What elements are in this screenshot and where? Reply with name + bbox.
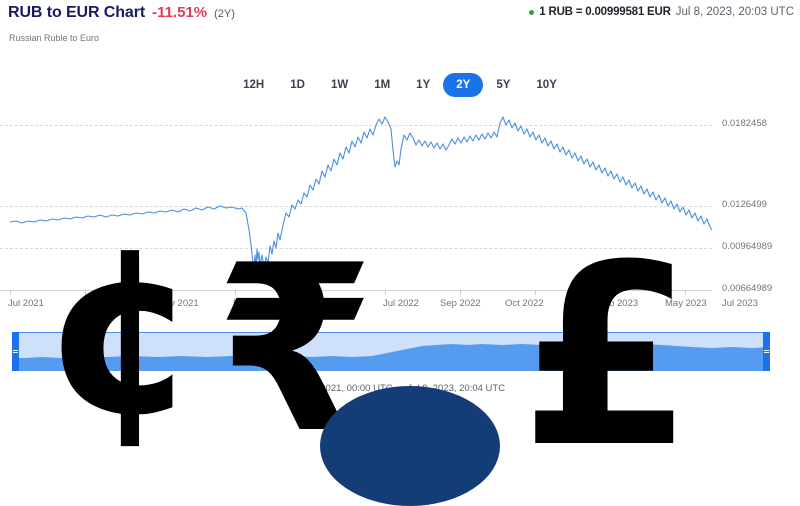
- range-button-1w[interactable]: 1W: [318, 73, 361, 97]
- gridline-0: [0, 125, 712, 126]
- range-navigator[interactable]: [12, 332, 770, 371]
- x-axis-line: [0, 290, 712, 291]
- range-button-1y[interactable]: 1Y: [403, 73, 443, 97]
- gridline-2: [0, 248, 712, 249]
- navigator-series: [12, 344, 770, 371]
- x-tick-5: [385, 290, 386, 295]
- x-tick-label-2: Nov 2021: [158, 298, 199, 309]
- change-period: (2Y): [214, 8, 235, 20]
- y-tick-label-2: 0.00964989: [722, 241, 773, 252]
- x-tick-label-0: Jul 2021: [8, 298, 44, 309]
- x-tick-3: [235, 290, 236, 295]
- y-tick-label-3: 0.00664989: [722, 283, 773, 294]
- change-percent: -11.51%: [152, 4, 208, 21]
- x-tick-4: [310, 290, 311, 295]
- x-tick-label-9: Oct 2022: [505, 298, 544, 309]
- x-tick-label-11: Feb 2023: [598, 298, 639, 309]
- green-status-dot-icon: [529, 9, 535, 15]
- range-handle-right[interactable]: [763, 332, 770, 371]
- x-tick-0: [10, 290, 11, 295]
- range-handle-left[interactable]: [12, 332, 19, 371]
- x-tick-label-8: Sep 2022: [440, 298, 481, 309]
- dark-blue-circle-overlay: [320, 386, 500, 506]
- x-tick-8: [610, 290, 611, 295]
- range-button-10y[interactable]: 10Y: [523, 73, 569, 97]
- range-button-2y[interactable]: 2Y: [443, 73, 484, 97]
- title-row: RUB to EUR Chart -11.51% (2Y): [8, 4, 235, 22]
- price-chart[interactable]: 0.0182458 0.0126499 0.00964989 0.0066498…: [0, 105, 800, 309]
- x-tick-label-13: Jul 2023: [722, 298, 758, 309]
- y-tick-label-0: 0.0182458: [722, 118, 767, 129]
- range-button-5y[interactable]: 5Y: [483, 73, 523, 97]
- navigator-top-border: [12, 332, 770, 333]
- x-tick-7: [535, 290, 536, 295]
- page-title: RUB to EUR Chart: [8, 4, 146, 21]
- range-button-12h[interactable]: 12H: [230, 73, 277, 97]
- handle-grip-icon: [764, 350, 769, 353]
- x-tick-1: [85, 290, 86, 295]
- page-subtitle: Russian Ruble to Euro: [9, 33, 100, 43]
- x-tick-9: [685, 290, 686, 295]
- x-tick-6: [460, 290, 461, 295]
- gridline-1: [0, 206, 712, 207]
- current-rate-row: 1 RUB = 0.00999581 EUR Jul 8, 2023, 20:0…: [529, 6, 794, 18]
- page-header: RUB to EUR Chart -11.51% (2Y) Russian Ru…: [0, 0, 800, 50]
- current-rate: 1 RUB = 0.00999581 EUR: [539, 6, 671, 18]
- handle-grip-icon: [13, 350, 18, 353]
- x-tick-label-7: Jul 2022: [383, 298, 419, 309]
- cent-symbol-overlay: ¢: [42, 199, 203, 466]
- range-button-1d[interactable]: 1D: [277, 73, 318, 97]
- x-tick-label-12: May 2023: [665, 298, 707, 309]
- x-tick-label-4: Feb 2022: [233, 298, 274, 309]
- pound-symbol-overlay: £: [520, 211, 694, 502]
- rate-timestamp: Jul 8, 2023, 20:03 UTC: [675, 6, 794, 18]
- y-tick-label-1: 0.0126499: [722, 199, 767, 210]
- x-tick-2: [160, 290, 161, 295]
- price-line-series: [9, 116, 713, 274]
- x-tick-label-5: Apr 2022: [300, 298, 339, 309]
- range-selector: 12H 1D 1W 1M 1Y 2Y 5Y 10Y: [0, 69, 800, 101]
- range-button-1m[interactable]: 1M: [361, 73, 403, 97]
- x-tick-label-1: Sep 2021: [83, 298, 124, 309]
